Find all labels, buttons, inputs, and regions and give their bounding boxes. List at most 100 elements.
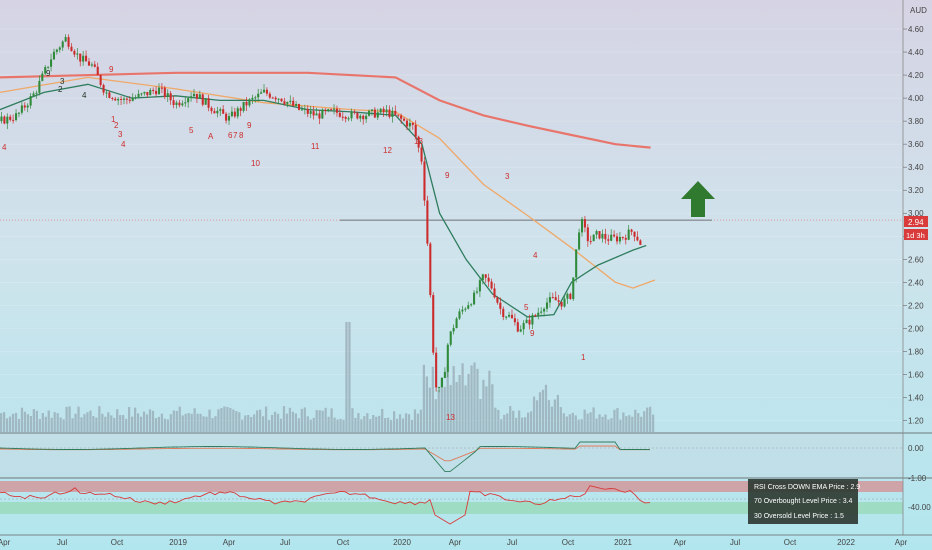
price-tick-label: 1.80 [908,347,924,356]
volume-bar [568,414,571,432]
candle-body [531,315,534,325]
volume-bars [0,322,655,432]
rsi-tick-label: -40.00 [908,503,931,512]
volume-bar [264,406,268,432]
volume-bar [616,408,619,432]
info-line-rsi-cross: RSI Cross DOWN EMA Price : 2.9 [754,484,860,491]
candle-body [499,302,502,309]
candle-body [175,102,178,105]
volume-bar [604,414,607,432]
candle-body [12,119,15,121]
time-tick-label: Oct [784,538,797,547]
volume-bar [467,373,470,432]
candle-body [324,109,327,112]
volume-bar [309,419,312,432]
volume-bar [592,407,595,432]
volume-bar [413,409,417,432]
time-axis[interactable]: Apr Jul Oct 2019 Apr Jul Oct 2020 Apr Jul Oct 2021 A… [0,534,932,547]
volume-bar [110,415,113,432]
volume-bar [145,414,149,432]
candle-body [408,122,411,127]
candle-body [397,114,400,116]
candle-body [566,293,569,299]
volume-bar [77,406,80,432]
td-label-red: 9 [247,121,252,130]
candle-body [586,227,589,242]
volume-bar [276,413,280,432]
volume-bar [479,398,482,432]
candle-body [309,111,312,114]
candle-body [601,233,604,239]
volume-bar [583,409,586,432]
candle-body [464,308,467,310]
price-axis[interactable]: AUD 4.60 4.40 4.20 4.00 3.80 3.60 3.40 3.20 3.00… [902,0,927,535]
overbought-band [0,481,903,492]
volume-bar [565,416,568,432]
volume-bar [279,418,283,432]
volume-bar [241,419,244,432]
candle-body [102,84,105,93]
volume-bar [14,412,18,432]
volume-bar [518,410,521,432]
candle-body [344,117,347,119]
candle-body [6,116,9,124]
candle-body [169,93,172,101]
candle-body [181,103,184,106]
volume-bar [256,410,259,432]
volume-bar [381,408,384,432]
td-label-red: 11 [311,142,320,151]
candle-body [257,93,260,98]
volume-bar [372,415,375,432]
rsi-line [0,485,651,525]
volume-bar [20,407,24,432]
volume-bar [74,413,77,432]
volume-bar [38,418,41,432]
volume-bar [148,409,152,432]
volume-bar [387,417,390,432]
candle-body [592,234,595,242]
volume-bar [11,413,15,432]
volume-bar [634,409,637,432]
oversold-band [0,502,903,514]
volume-bar [53,412,56,432]
candle-body [236,108,239,117]
volume-bar [172,410,175,432]
td-label-red: 10 [251,159,260,168]
candle-body [67,37,70,47]
volume-bar [619,419,622,432]
candle-body [306,108,309,114]
candle-body [225,113,228,121]
candle-body [248,99,251,106]
candle-body [277,98,280,100]
price-tick-label: 3.80 [908,117,924,126]
volume-bar [485,386,488,432]
moving-average-line [0,71,651,149]
volume-bar [187,413,190,432]
volume-bar [458,374,461,432]
price-tick-label: 4.60 [908,25,924,34]
volume-bar [398,414,402,432]
candle-body [569,293,572,299]
candle-body [382,108,385,113]
candle-body [3,116,6,124]
time-tick-label: Oct [337,538,350,547]
candle-body [239,108,242,111]
volume-bar [190,413,193,432]
candle-body [195,93,198,99]
candle-body [15,113,18,120]
candle-body [265,89,268,94]
candle-body [580,219,584,233]
candle-body [487,277,490,282]
volume-bar [535,400,539,432]
volume-bar [5,418,9,432]
info-line-oversold: 30 Oversold Level Price : 1.5 [754,513,844,520]
volume-bar [476,368,479,432]
candle-body [222,109,225,114]
volume-bar [491,384,494,432]
candle-body [370,109,374,111]
volume-bar [482,379,485,432]
candle-body [502,308,505,318]
candle-body [615,236,619,242]
volume-bar [270,414,274,432]
candle-body [47,66,50,68]
